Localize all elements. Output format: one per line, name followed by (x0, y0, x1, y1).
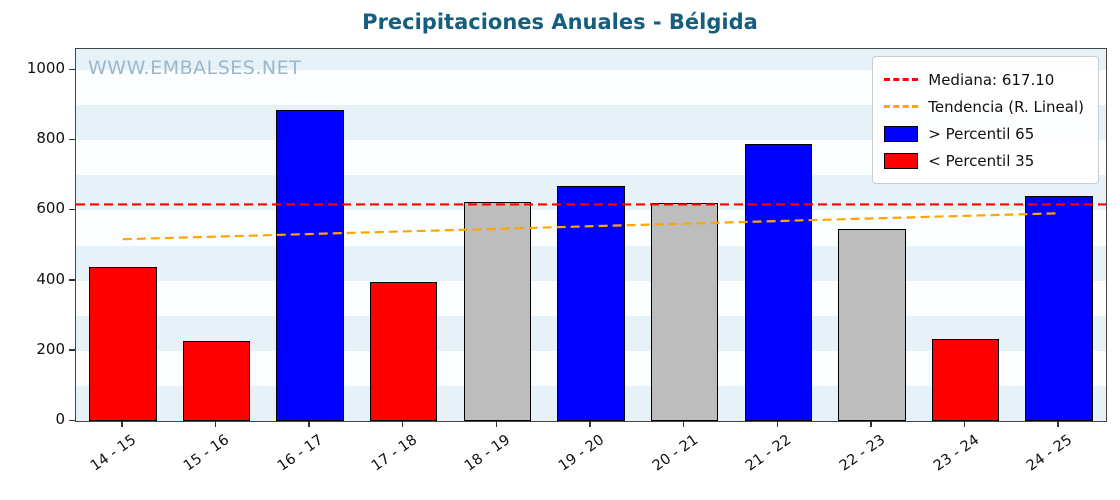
x-tick-label: 16 - 17 (275, 432, 327, 475)
legend-trend-label: Tendencia (R. Lineal) (928, 97, 1084, 116)
x-tick-mark (401, 421, 404, 427)
legend-row-median: Mediana: 617.10 (884, 66, 1084, 93)
bar-23-24 (931, 338, 1000, 421)
bar-24-25 (1025, 196, 1093, 421)
bar-21-22 (744, 143, 812, 421)
y-tick-mark (69, 419, 75, 421)
x-tick-mark (214, 421, 217, 427)
median-line-sample (884, 78, 919, 81)
x-tick-mark (682, 421, 685, 427)
x-tick-mark (776, 421, 779, 427)
y-tick-mark (69, 279, 75, 281)
x-tick-label: 19 - 20 (555, 432, 608, 475)
y-tick-mark (69, 68, 75, 71)
bar-16-17 (276, 110, 344, 421)
y-tick-label: 600 (36, 199, 65, 218)
legend-high-label: > Percentil 65 (928, 124, 1035, 143)
x-tick-label: 23 - 24 (930, 432, 982, 475)
y-tick-mark (69, 349, 75, 351)
x-tick-mark (963, 421, 966, 427)
x-tick-mark (870, 421, 872, 427)
x-tick-label: 20 - 21 (649, 432, 701, 475)
bar-14-15 (89, 266, 157, 421)
legend-low-label: < Percentil 35 (928, 151, 1035, 170)
x-tick-mark (1057, 421, 1059, 427)
y-tick-label: 200 (36, 339, 65, 358)
x-tick-label: 21 - 22 (743, 432, 795, 475)
x-tick-mark (308, 421, 310, 427)
bar-19-20 (557, 185, 625, 421)
x-tick-label: 17 - 18 (368, 432, 420, 475)
legend-row-high: > Percentil 65 (884, 120, 1084, 147)
background-stripe (76, 49, 1106, 71)
x-tick-mark (121, 421, 123, 427)
x-tick-label: 15 - 16 (181, 432, 233, 475)
x-tick-label: 18 - 19 (462, 432, 514, 475)
plot-area: WWW.EMBALSES.NET Mediana: 617.10 Tendenc… (75, 48, 1107, 422)
low-percentile-patch (884, 152, 919, 169)
bar-20-21 (650, 203, 719, 421)
y-tick-mark (69, 208, 75, 211)
watermark: WWW.EMBALSES.NET (88, 57, 302, 79)
y-tick-label: 1000 (26, 59, 65, 78)
x-tick-label: 24 - 25 (1024, 432, 1076, 475)
y-tick-mark (69, 138, 75, 141)
trend-line-sample (884, 105, 919, 108)
y-tick-label: 800 (36, 129, 65, 148)
legend-row-trend: Tendencia (R. Lineal) (884, 93, 1084, 120)
x-tick-mark (495, 421, 498, 427)
bar-17-18 (370, 282, 438, 421)
legend-row-low: < Percentil 35 (884, 147, 1084, 174)
bars-layer (76, 49, 1106, 421)
x-tick-mark (589, 421, 591, 427)
x-tick-label: 14 - 15 (87, 432, 139, 475)
bar-22-23 (838, 229, 906, 421)
legend: Mediana: 617.10 Tendencia (R. Lineal) > … (872, 56, 1099, 184)
x-tick-label: 22 - 23 (836, 432, 889, 475)
legend-median-label: Mediana: 617.10 (928, 70, 1055, 89)
chart-title: Precipitaciones Anuales - Bélgida (362, 10, 758, 34)
bar-15-16 (182, 341, 251, 421)
y-tick-label: 400 (36, 269, 65, 288)
bar-18-19 (463, 201, 532, 421)
y-tick-label: 0 (55, 410, 65, 428)
high-percentile-patch (884, 125, 919, 142)
